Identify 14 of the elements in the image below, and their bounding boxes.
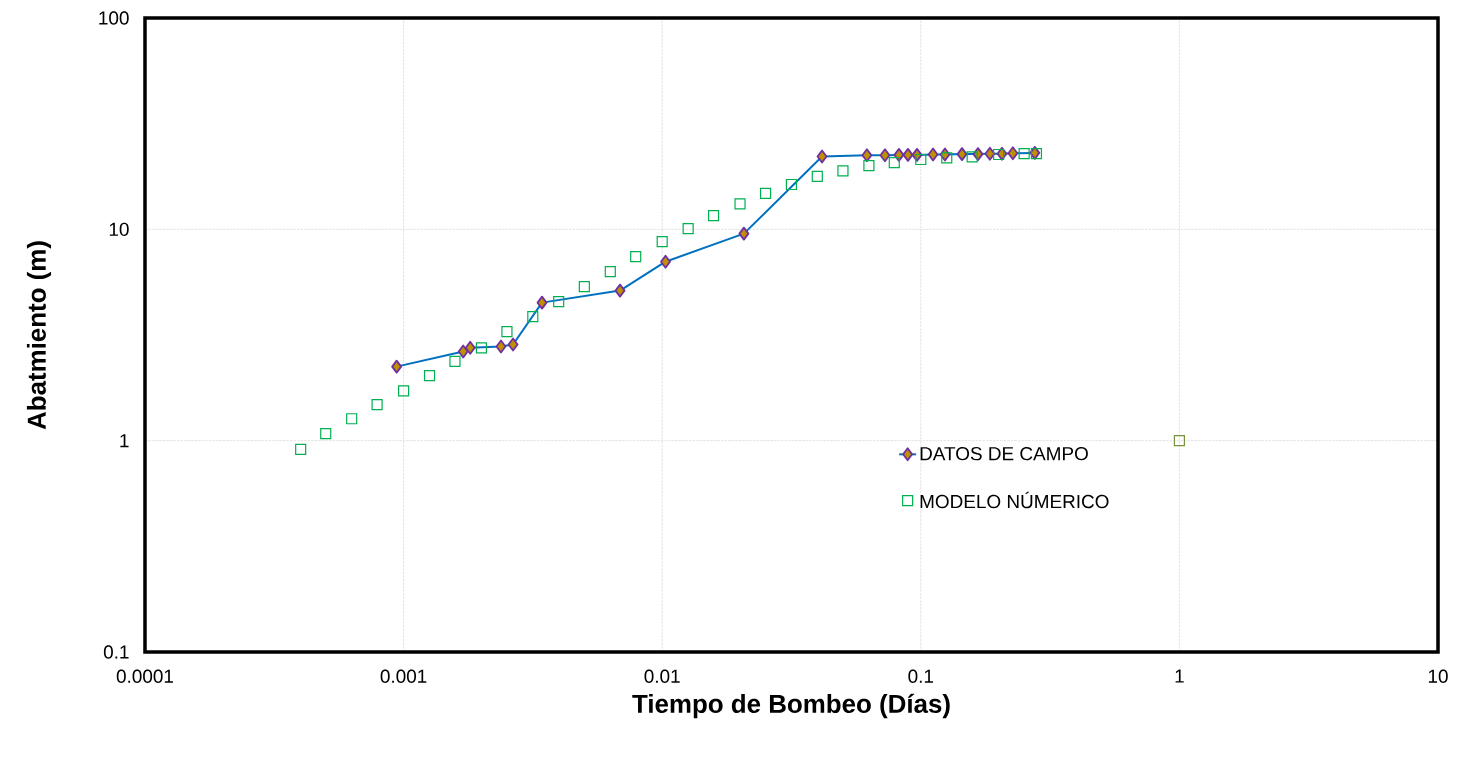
y-tick-label: 10 bbox=[109, 222, 129, 237]
y-tick-label: 1 bbox=[120, 434, 129, 448]
x-tick-label: 0.1 bbox=[908, 669, 934, 683]
x-tick-label: 0.01 bbox=[644, 669, 680, 683]
x-tick-label: 0.001 bbox=[380, 669, 427, 683]
x-tick-label: 0.0001 bbox=[116, 669, 173, 683]
y-axis-title: Abatmiento (m) bbox=[26, 241, 52, 430]
legend-label: MODELO NÚMERICO bbox=[920, 491, 1109, 509]
legend-label: DATOS DE CAMPO bbox=[920, 446, 1088, 461]
y-tick-label: 100 bbox=[99, 11, 129, 25]
x-tick-label: 10 bbox=[1428, 669, 1448, 683]
x-axis-title: Tiempo de Bombeo (Días) bbox=[632, 693, 950, 719]
y-tick-label: 0.1 bbox=[103, 645, 129, 659]
x-tick-label: 1 bbox=[1175, 669, 1184, 683]
